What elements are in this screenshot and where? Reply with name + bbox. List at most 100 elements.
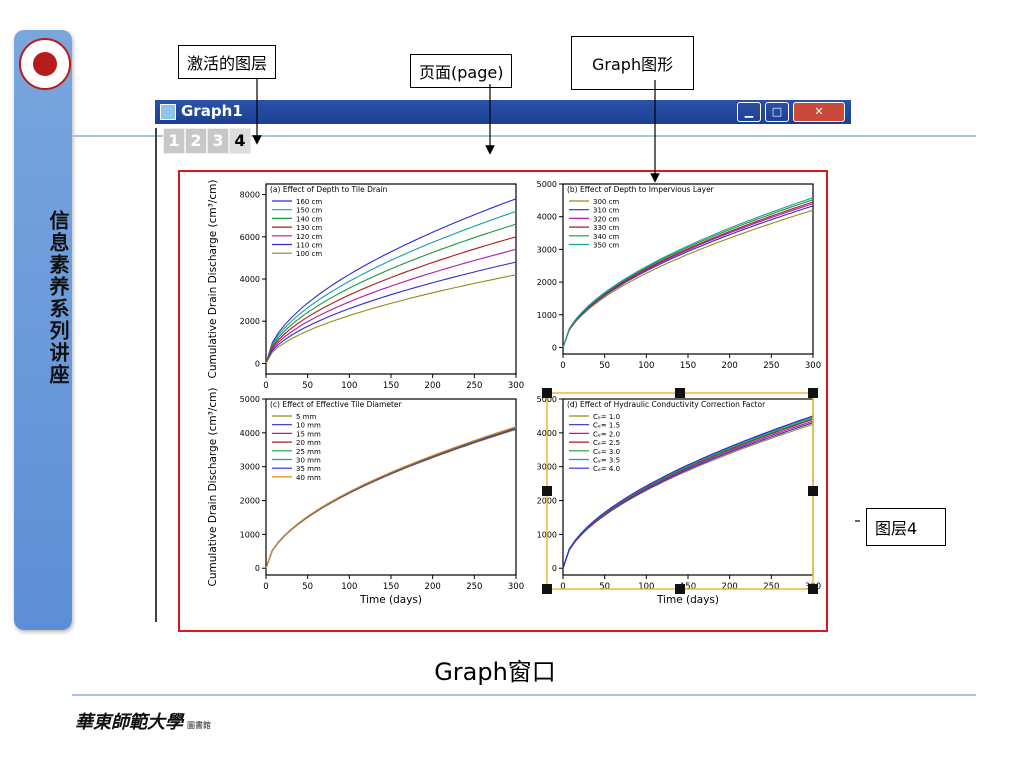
layer-tab-3[interactable]: 3 bbox=[207, 128, 229, 154]
legend-label: 340 cm bbox=[593, 233, 619, 241]
x-tick-label: 150 bbox=[680, 361, 696, 371]
legend-label: Cₑ= 1.0 bbox=[593, 413, 620, 421]
resize-handle[interactable] bbox=[808, 584, 818, 594]
resize-handle[interactable] bbox=[675, 388, 685, 398]
chart-panel-1[interactable]: 0 2000 4000 6000 8000 0 50 100 150 200 250 300 (a) E… bbox=[207, 180, 524, 391]
series-line-1 bbox=[562, 209, 814, 348]
resize-handle[interactable] bbox=[542, 584, 552, 594]
chart-panel-3[interactable]: 0 1000 2000 3000 4000 5000 0 50 100 150 200 250 300 (… bbox=[207, 388, 524, 606]
layer-tab-1[interactable]: 1 bbox=[163, 128, 185, 154]
series-line-1 bbox=[265, 198, 517, 364]
y-tick-label: 5000 bbox=[537, 180, 557, 189]
legend-label: 130 cm bbox=[296, 224, 322, 232]
legend-label: 5 mm bbox=[296, 413, 316, 421]
close-button[interactable]: ✕ bbox=[793, 102, 845, 122]
x-tick-label: 100 bbox=[341, 381, 357, 391]
series-line-5 bbox=[265, 248, 517, 364]
legend-label: Cₑ= 3.5 bbox=[593, 457, 620, 465]
window-title: Graph1 bbox=[181, 102, 243, 120]
x-tick-label: 100 bbox=[638, 361, 654, 371]
y-tick-label: 2000 bbox=[240, 317, 260, 326]
footer-university: 華東師範大學 圖書館 bbox=[75, 708, 211, 734]
chart-title: (d) Effect of Hydraulic Conductivity Cor… bbox=[567, 400, 766, 409]
y-tick-label: 1000 bbox=[537, 311, 557, 320]
resize-handle[interactable] bbox=[808, 388, 818, 398]
series-line-6 bbox=[265, 261, 517, 364]
graph-page-area bbox=[155, 128, 853, 622]
layer-tab-2[interactable]: 2 bbox=[185, 128, 207, 154]
series-line-4 bbox=[265, 236, 517, 364]
legend-label: Cₑ= 4.0 bbox=[593, 465, 620, 473]
x-tick-label: 50 bbox=[302, 381, 313, 391]
series-line-8 bbox=[265, 426, 517, 569]
y-tick-label: 4000 bbox=[537, 213, 557, 222]
y-axis-label: Cumulative Drain Discharge (cm³/cm) bbox=[207, 388, 219, 587]
legend-label: Cₑ= 2.0 bbox=[593, 430, 620, 438]
legend-label: 120 cm bbox=[296, 233, 322, 241]
legend-label: 300 cm bbox=[593, 198, 619, 206]
legend-label: Cₑ= 2.5 bbox=[593, 439, 620, 447]
x-axis-label: Time (days) bbox=[656, 594, 719, 606]
y-tick-label: 4000 bbox=[240, 275, 260, 284]
legend-label: 100 cm bbox=[296, 250, 322, 258]
resize-handle[interactable] bbox=[542, 486, 552, 496]
x-tick-label: 300 bbox=[805, 361, 821, 371]
y-tick-label: 0 bbox=[552, 564, 557, 573]
resize-handle[interactable] bbox=[542, 388, 552, 398]
y-tick-label: 5000 bbox=[240, 395, 260, 404]
chart-title: (c) Effect of Effective Tile Diameter bbox=[270, 400, 402, 409]
logo-emblem-icon bbox=[33, 52, 57, 76]
legend-label: 20 mm bbox=[296, 439, 321, 447]
legend-label: 310 cm bbox=[593, 207, 619, 215]
legend-label: Cₑ= 3.0 bbox=[593, 448, 620, 456]
footer-library: 圖書館 bbox=[187, 721, 211, 730]
series-line-2 bbox=[265, 210, 517, 364]
legend-label: 10 mm bbox=[296, 422, 321, 430]
y-tick-label: 6000 bbox=[240, 233, 260, 242]
y-tick-label: 0 bbox=[255, 564, 260, 573]
x-tick-label: 150 bbox=[383, 381, 399, 391]
series-line-7 bbox=[265, 274, 517, 364]
x-tick-label: 0 bbox=[263, 381, 268, 391]
callout-layer4: 图层4 bbox=[866, 508, 946, 546]
legend-label: 40 mm bbox=[296, 474, 321, 482]
series-line-7 bbox=[562, 415, 814, 569]
y-tick-label: 8000 bbox=[240, 191, 260, 200]
layer4-selection[interactable] bbox=[542, 388, 818, 594]
y-tick-label: 2000 bbox=[240, 497, 260, 506]
series-line-4 bbox=[562, 201, 814, 348]
legend-label: 320 cm bbox=[593, 215, 619, 223]
chart-panel-4[interactable]: 010002000300040005000050100150200250300(… bbox=[537, 395, 821, 606]
x-tick-label: 200 bbox=[425, 381, 441, 391]
resize-handle[interactable] bbox=[675, 584, 685, 594]
x-tick-label: 300 bbox=[508, 381, 524, 391]
graph-window-icon bbox=[160, 104, 176, 120]
x-tick-label: 250 bbox=[466, 582, 482, 592]
legend-label: 25 mm bbox=[296, 448, 321, 456]
y-tick-label: 0 bbox=[552, 343, 557, 352]
y-axis-label: Cumulative Drain Discharge (cm³/cm) bbox=[207, 180, 219, 379]
chart-panel-2[interactable]: 0 1000 2000 3000 4000 5000 0 50 100 150 200 250 300 (… bbox=[537, 180, 821, 371]
bottom-title: Graph窗口 bbox=[434, 658, 556, 686]
plot-frame bbox=[265, 398, 517, 576]
x-tick-label: 100 bbox=[341, 582, 357, 592]
x-tick-label: 150 bbox=[383, 582, 399, 592]
y-tick-label: 4000 bbox=[240, 429, 260, 438]
university-logo-icon bbox=[19, 38, 71, 90]
resize-handle[interactable] bbox=[808, 486, 818, 496]
series-line-6 bbox=[562, 197, 814, 348]
legend-label: 150 cm bbox=[296, 207, 322, 215]
legend-label: 30 mm bbox=[296, 457, 321, 465]
x-tick-label: 300 bbox=[508, 582, 524, 592]
x-tick-label: 50 bbox=[599, 361, 610, 371]
layer-tab-4[interactable]: 4 bbox=[229, 128, 251, 154]
legend-label: 110 cm bbox=[296, 242, 322, 250]
x-tick-label: 150 bbox=[680, 582, 696, 592]
minimize-button[interactable]: ▁ bbox=[737, 102, 761, 122]
x-tick-label: 100 bbox=[638, 582, 654, 592]
x-tick-label: 250 bbox=[763, 582, 779, 592]
maximize-button[interactable]: □ bbox=[765, 102, 789, 122]
window-titlebar[interactable]: Graph1 ▁ □ ✕ bbox=[155, 100, 851, 124]
plot-frame bbox=[265, 183, 517, 375]
